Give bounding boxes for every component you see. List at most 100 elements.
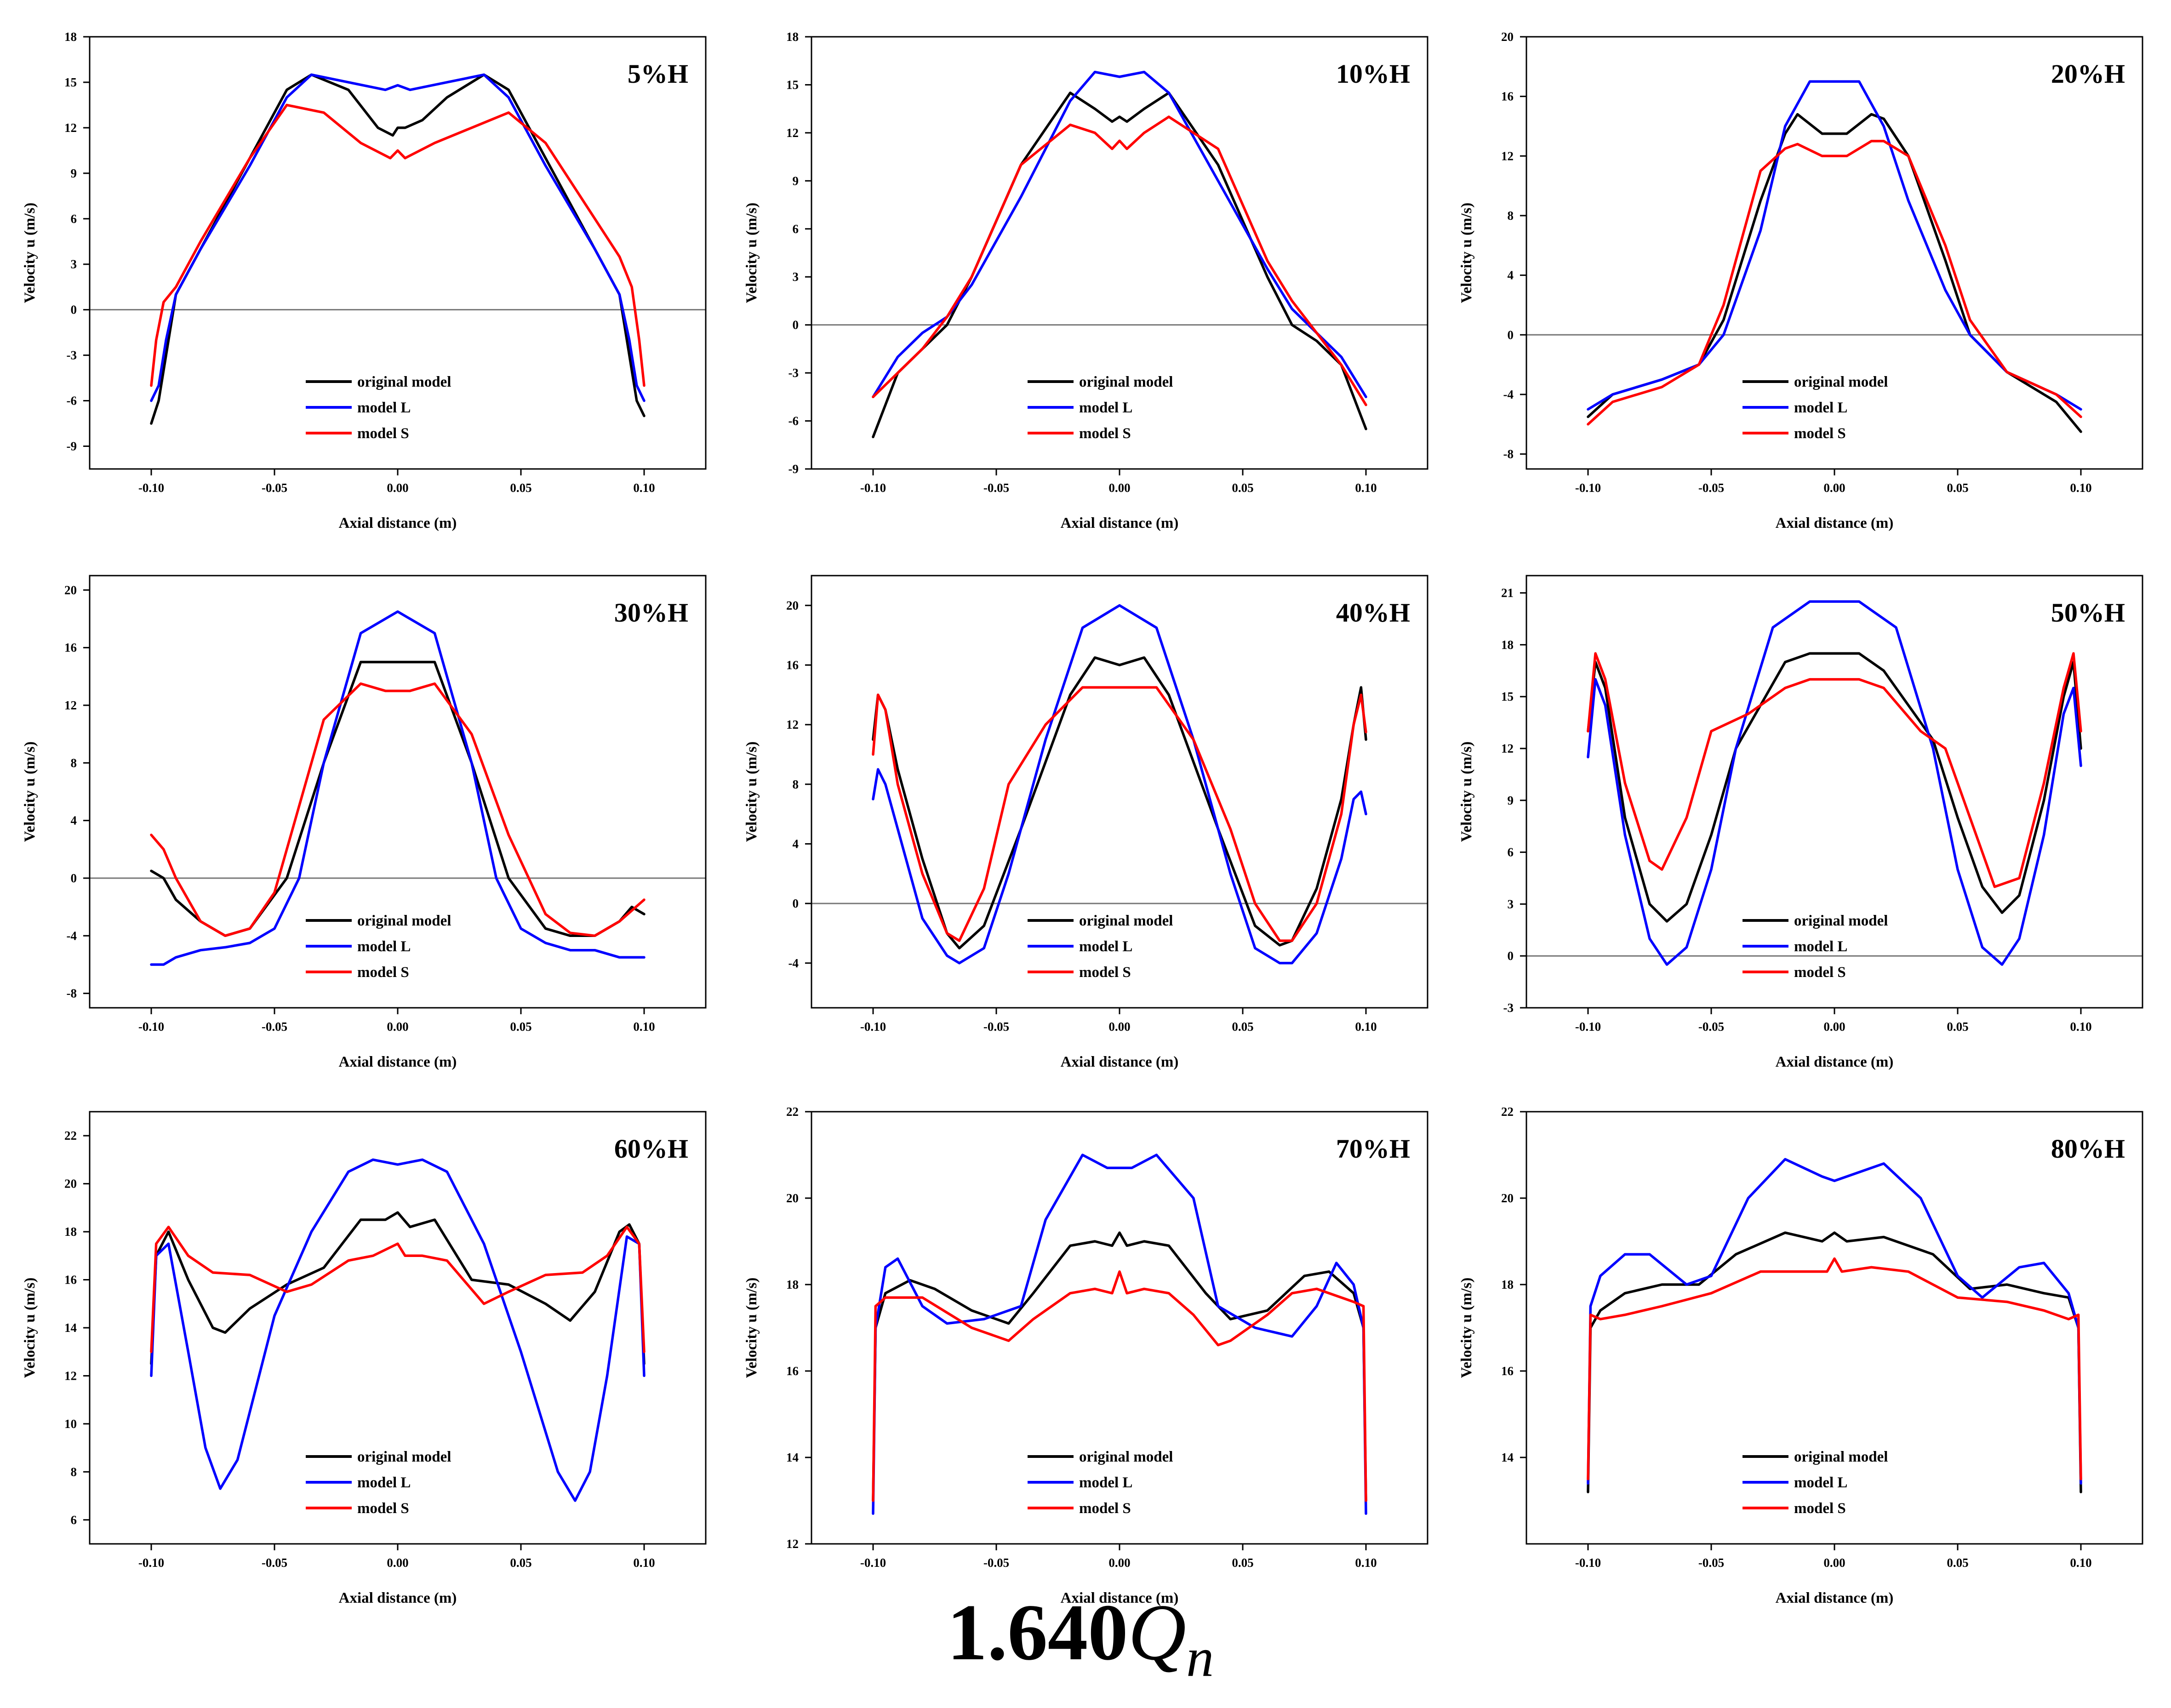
- y-tick-label: 10: [64, 1417, 77, 1431]
- legend-label: model S: [357, 964, 409, 981]
- legend-label: model S: [357, 425, 409, 442]
- x-axis-label: Axial distance (m): [1776, 1054, 1894, 1070]
- y-tick-label: -4: [788, 956, 799, 970]
- y-tick-label: 16: [1501, 90, 1514, 103]
- y-axis-label: Velocity u (m/s): [1458, 1278, 1475, 1378]
- legend: original model model L model S: [1028, 374, 1173, 442]
- y-tick-label: 12: [64, 1369, 77, 1382]
- y-tick-label: 16: [786, 658, 799, 672]
- chart-panel-2: -0.10 -0.05 0.00 0.05 0.10 -9 -6 -3 0 3 6 9 12 15 18 10…: [743, 30, 1428, 531]
- series-line-model-S: [1587, 652, 2082, 888]
- chart-panel-1: -0.10 -0.05 0.00 0.05 0.10 -9 -6 -3 0 3 6 9 12 15 18 5%…: [22, 30, 707, 531]
- panel-title: 10%H: [1336, 59, 1410, 89]
- series-line-model-S: [150, 1225, 646, 1353]
- y-tick-label: 18: [1501, 638, 1514, 651]
- plot-frame: [811, 575, 1428, 1009]
- x-tick-label: -0.05: [1698, 1556, 1724, 1570]
- panel-title: 40%H: [1336, 598, 1410, 628]
- plot-frame: [89, 1111, 707, 1545]
- y-tick-label: 8: [71, 1465, 77, 1479]
- series-line-original-model: [872, 1231, 1367, 1502]
- x-tick-label: 0.05: [1947, 1020, 1968, 1034]
- legend: original model model L model S: [1028, 1449, 1173, 1517]
- y-tick-label: -8: [1503, 447, 1514, 461]
- y-tick-label: 0: [1508, 949, 1514, 963]
- x-tick-label: -0.10: [138, 481, 164, 495]
- legend: original model model L model S: [1743, 913, 1888, 981]
- y-axis-label: Velocity u (m/s): [22, 742, 38, 842]
- y-tick-label: 3: [1508, 897, 1514, 911]
- x-axis-label: Axial distance (m): [339, 515, 457, 531]
- y-tick-label: 18: [64, 30, 77, 44]
- y-tick-label: -6: [788, 414, 799, 428]
- series-line-model-S: [1587, 1257, 2082, 1480]
- x-tick-label: -0.05: [1698, 1020, 1724, 1034]
- y-axis-label: Velocity u (m/s): [743, 742, 760, 842]
- panel-title: 70%H: [1336, 1134, 1410, 1164]
- panel-title: 20%H: [2051, 59, 2125, 89]
- y-axis-label: Velocity u (m/s): [22, 203, 38, 303]
- y-tick-label: 18: [786, 1278, 799, 1291]
- series-line-model-S: [150, 682, 646, 937]
- legend: original model model L model S: [306, 1449, 451, 1517]
- x-tick-label: 0.00: [1823, 481, 1845, 495]
- legend-label: model S: [1079, 1500, 1131, 1517]
- legend-label: original model: [1794, 1449, 1888, 1465]
- y-tick-label: 20: [1501, 30, 1514, 44]
- y-tick-label: 9: [71, 166, 77, 180]
- legend-label: original model: [1079, 374, 1173, 390]
- x-tick-label: -0.10: [1575, 481, 1601, 495]
- x-axis-label: Axial distance (m): [1776, 515, 1894, 531]
- y-tick-label: 22: [786, 1105, 799, 1119]
- x-axis-label: Axial distance (m): [1776, 1590, 1894, 1606]
- y-tick-label: 22: [64, 1129, 77, 1142]
- x-tick-label: -0.10: [1575, 1556, 1601, 1570]
- y-tick-label: 9: [1508, 794, 1514, 807]
- x-tick-label: -0.10: [138, 1020, 164, 1034]
- x-tick-label: 0.10: [2070, 1020, 2091, 1034]
- y-axis-label: Velocity u (m/s): [743, 203, 760, 303]
- x-tick-label: 0.00: [387, 1020, 408, 1034]
- legend-label: original model: [1794, 913, 1888, 929]
- x-tick-label: 0.00: [1108, 481, 1130, 495]
- series-line-original-model: [1587, 652, 2082, 923]
- legend-label: model L: [1079, 1474, 1132, 1491]
- y-tick-label: 12: [786, 1537, 799, 1551]
- series-line-original-model: [1587, 1231, 2082, 1493]
- series-line-original-model: [150, 73, 646, 425]
- plot-frame: [89, 36, 707, 470]
- x-tick-label: -0.05: [262, 1556, 287, 1570]
- y-tick-label: 12: [786, 126, 799, 140]
- y-tick-label: 20: [1501, 1191, 1514, 1205]
- plot-frame: [1525, 575, 2143, 1009]
- y-tick-label: 12: [1501, 742, 1514, 755]
- panel-title: 60%H: [614, 1134, 688, 1164]
- plot-frame: [1525, 36, 2143, 470]
- y-tick-label: 6: [1508, 845, 1514, 859]
- plot-frame: [811, 1111, 1428, 1545]
- legend-label: model L: [1079, 400, 1132, 416]
- y-tick-label: 9: [793, 174, 799, 188]
- chart-panel-6: -0.10 -0.05 0.00 0.05 0.10 -3 0 3 6 9 12 15 18 21 50%H…: [1458, 575, 2143, 1070]
- y-tick-label: -9: [788, 462, 799, 476]
- y-tick-label: 6: [71, 1513, 77, 1527]
- y-axis-label: Velocity u (m/s): [22, 1278, 38, 1378]
- y-tick-label: 3: [793, 270, 799, 284]
- legend-label: model L: [357, 1474, 411, 1491]
- y-tick-label: 20: [64, 583, 77, 597]
- chart-panel-4: -0.10 -0.05 0.00 0.05 0.10 -8 -4 0 4 8 12 16 20 30%H A…: [22, 575, 707, 1070]
- y-tick-label: 21: [1501, 586, 1514, 600]
- chart-panel-8: -0.10 -0.05 0.00 0.05 0.10 12 14 16 18 20 22 70%H Ax…: [743, 1105, 1428, 1606]
- y-tick-label: 16: [64, 641, 77, 655]
- panel-title: 30%H: [614, 598, 688, 628]
- y-tick-label: 4: [1508, 268, 1514, 282]
- x-axis-label: Axial distance (m): [1061, 515, 1179, 531]
- y-tick-label: -9: [67, 440, 77, 453]
- series-line-model-S: [150, 103, 646, 387]
- y-tick-label: 0: [71, 871, 77, 885]
- series-line-original-model: [872, 91, 1367, 439]
- legend-label: original model: [1079, 1449, 1173, 1465]
- legend: original model model L model S: [306, 913, 451, 981]
- plot-frame: [89, 575, 707, 1009]
